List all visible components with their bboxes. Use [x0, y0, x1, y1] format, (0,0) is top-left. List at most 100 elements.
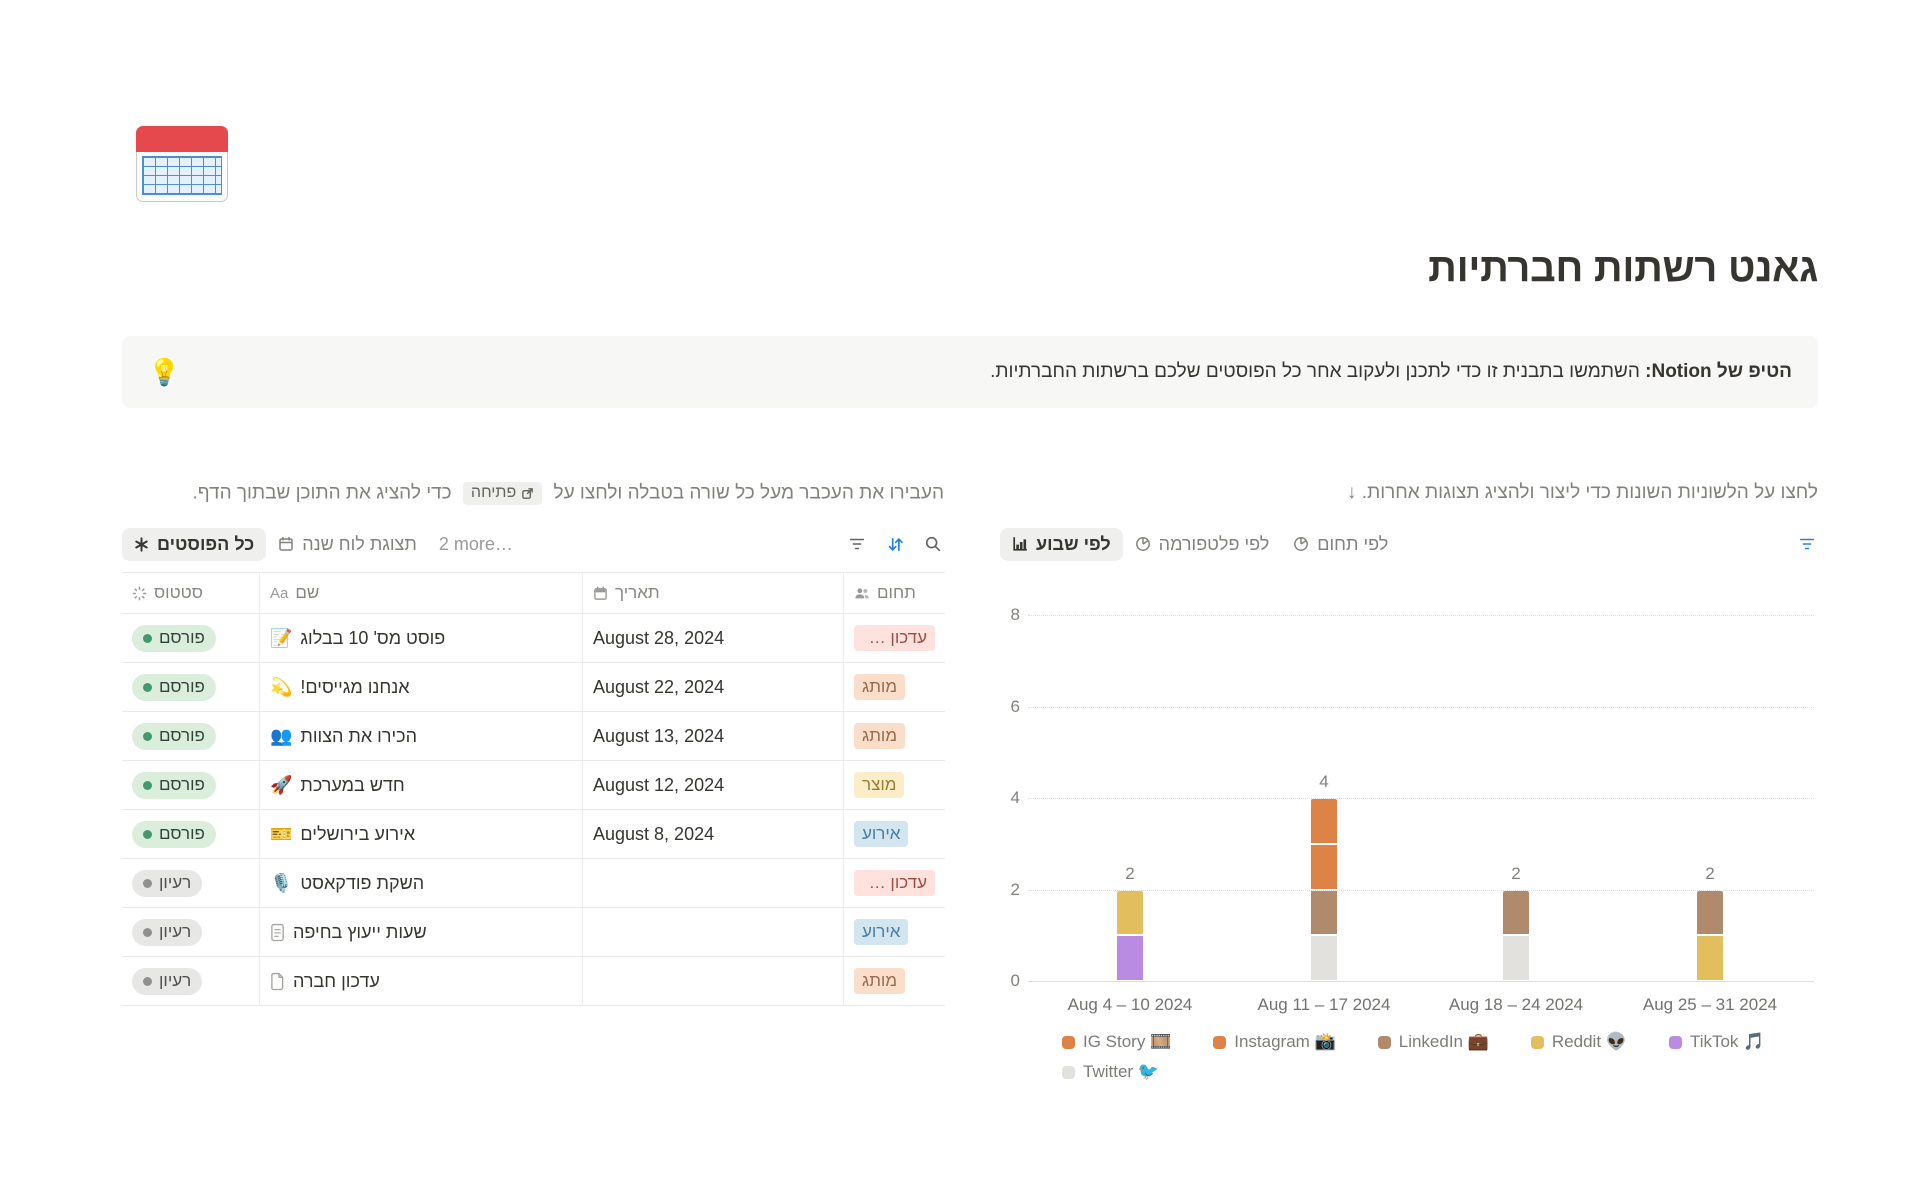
- column-header-name[interactable]: Aa שם: [260, 573, 583, 613]
- post-title: אנחנו מגייסים!: [300, 676, 410, 697]
- x-axis-label: Aug 18 – 24 2024: [1448, 995, 1584, 1014]
- status-cell[interactable]: פורסם: [122, 614, 260, 662]
- category-cell[interactable]: עדכון מערכתי: [844, 859, 945, 907]
- legend-swatch: [1062, 1065, 1075, 1079]
- pie-chart-icon: [1294, 537, 1309, 551]
- legend-item[interactable]: Reddit 👽: [1530, 1032, 1627, 1052]
- bar-segment-linkedin[interactable]: [1697, 890, 1723, 935]
- category-cell[interactable]: אירוע: [844, 810, 945, 858]
- bar-segment-linkedin[interactable]: [1503, 890, 1529, 935]
- filter-icon[interactable]: [846, 533, 868, 555]
- name-cell[interactable]: 📝 פוסט מס' 10 בבלוג: [260, 614, 583, 662]
- sort-icon[interactable]: [884, 533, 906, 555]
- table-row[interactable]: פורסם 🎫 אירוע בירושלים August 8, 2024 אירוע: [122, 810, 945, 859]
- status-dot: [143, 829, 152, 839]
- name-cell[interactable]: 🚀 חדש במערכת: [260, 761, 583, 809]
- date-cell[interactable]: [583, 908, 844, 956]
- table-row[interactable]: פורסם 💫 אנחנו מגייסים! August 22, 2024 מותג: [122, 663, 945, 712]
- column-header-date[interactable]: תאריך: [583, 573, 844, 613]
- tab-all-posts[interactable]: כל הפוסטים: [122, 527, 267, 561]
- microphone-icon: 🎙️: [270, 873, 293, 893]
- column-header-category[interactable]: תחום: [844, 573, 945, 613]
- status-cell[interactable]: רעיון: [122, 957, 260, 1005]
- open-chip-label: פתיחה: [470, 484, 517, 501]
- tab-all-posts-label: כל הפוסטים: [157, 533, 255, 554]
- legend-item[interactable]: LinkedIn 💼: [1377, 1032, 1489, 1052]
- legend-item[interactable]: Instagram 📸: [1213, 1032, 1336, 1052]
- table-row[interactable]: רעיון שעות ייעוץ בחיפה אירוע: [122, 908, 945, 957]
- post-date: August 8, 2024: [593, 823, 715, 844]
- status-cell[interactable]: פורסם: [122, 663, 260, 711]
- status-cell[interactable]: רעיון: [122, 859, 260, 907]
- category-tag: אירוע: [854, 821, 909, 847]
- page-icon-calendar[interactable]: [134, 112, 230, 206]
- status-label: פורסם: [159, 824, 205, 843]
- page-title: גאנט רשתות חברתיות: [1428, 246, 1818, 290]
- post-date: August 13, 2024: [593, 725, 725, 746]
- date-cell[interactable]: [583, 957, 844, 1005]
- category-cell[interactable]: עדכון מערכתי: [844, 614, 945, 662]
- bar-segment-tiktok[interactable]: [1117, 936, 1143, 980]
- column-header-status[interactable]: סטטוס: [122, 573, 260, 613]
- name-cell[interactable]: עדכון חברה: [260, 957, 583, 1005]
- bar-segment-linkedin[interactable]: [1311, 890, 1337, 935]
- open-chip[interactable]: פתיחה: [462, 482, 543, 505]
- date-cell[interactable]: August 12, 2024: [583, 761, 844, 809]
- table-instruction-after: כדי להציג את התוכן שבתוך הדף.: [192, 482, 452, 504]
- category-cell[interactable]: מותג: [844, 712, 945, 760]
- status-cell[interactable]: רעיון: [122, 908, 260, 956]
- post-date: August 12, 2024: [593, 774, 725, 795]
- table-row[interactable]: פורסם 🚀 חדש במערכת August 12, 2024 מוצר: [122, 761, 945, 810]
- bar-total-label: 4: [1319, 772, 1329, 791]
- name-cell[interactable]: 🎙️ השקת פודקאסט: [260, 859, 583, 907]
- status-badge: רעיון: [132, 967, 203, 995]
- status-badge: פורסם: [132, 624, 216, 652]
- bar-segment-ig[interactable]: [1311, 799, 1337, 843]
- table-row[interactable]: פורסם 📝 פוסט מס' 10 בבלוג August 28, 2024 עד…: [122, 614, 945, 663]
- post-title: אירוע בירושלים: [300, 823, 416, 844]
- bar-segment-twitter[interactable]: [1311, 936, 1337, 980]
- status-cell[interactable]: פורסם: [122, 810, 260, 858]
- name-cell[interactable]: 💫 אנחנו מגייסים!: [260, 663, 583, 711]
- tab-calendar-view[interactable]: תצוגת לוח שנה: [266, 528, 429, 561]
- calendar-icon-grid: [142, 156, 222, 195]
- tabs-more-button[interactable]: 2 more…: [438, 533, 513, 554]
- name-cell[interactable]: 👥 הכירו את הצוות: [260, 712, 583, 760]
- status-cell[interactable]: פורסם: [122, 712, 260, 760]
- date-cell[interactable]: August 22, 2024: [583, 663, 844, 711]
- legend-item[interactable]: TikTok 🎵: [1668, 1032, 1764, 1052]
- bar-segment-twitter[interactable]: [1503, 936, 1529, 980]
- status-cell[interactable]: פורסם: [122, 761, 260, 809]
- status-label: פורסם: [159, 628, 205, 647]
- bar-segment-instagram[interactable]: [1311, 844, 1337, 889]
- tab-by-category[interactable]: לפי תחום: [1281, 528, 1400, 561]
- tab-by-platform[interactable]: לפי פלטפורמה: [1123, 528, 1282, 561]
- table-row[interactable]: רעיון 🎙️ השקת פודקאסט עדכון מערכתי: [122, 859, 945, 908]
- ticket-icon: 🎫: [270, 824, 293, 844]
- category-cell[interactable]: מוצר: [844, 761, 945, 809]
- date-cell[interactable]: August 8, 2024: [583, 810, 844, 858]
- gridline-y6: [1028, 706, 1814, 708]
- tab-by-week[interactable]: לפי שבוע: [1000, 527, 1123, 561]
- category-cell[interactable]: מותג: [844, 663, 945, 711]
- bar-segment-reddit[interactable]: [1697, 936, 1723, 980]
- bar-segment-reddit[interactable]: [1117, 890, 1143, 935]
- table-row[interactable]: רעיון עדכון חברה מותג: [122, 957, 945, 1006]
- name-cell[interactable]: שעות ייעוץ בחיפה: [260, 908, 583, 956]
- chart-filter-icon[interactable]: [1796, 533, 1818, 555]
- status-dot: [143, 633, 152, 643]
- category-cell[interactable]: מותג: [844, 957, 945, 1005]
- tip-callout-bold: הטיפ של Notion:: [1645, 361, 1792, 382]
- category-cell[interactable]: אירוע: [844, 908, 945, 956]
- legend-item[interactable]: IG Story 🎞️: [1062, 1032, 1171, 1052]
- date-cell[interactable]: [583, 859, 844, 907]
- post-title: שעות ייעוץ בחיפה: [293, 921, 427, 942]
- legend-item[interactable]: Twitter 🐦: [1062, 1062, 1159, 1082]
- chart-toolbar: [1796, 533, 1818, 555]
- name-cell[interactable]: 🎫 אירוע בירושלים: [260, 810, 583, 858]
- y-axis-tick: 4: [1010, 788, 1020, 807]
- table-row[interactable]: פורסם 👥 הכירו את הצוות August 13, 2024 מותג: [122, 712, 945, 761]
- date-cell[interactable]: August 28, 2024: [583, 614, 844, 662]
- search-icon[interactable]: [922, 533, 944, 555]
- date-cell[interactable]: August 13, 2024: [583, 712, 844, 760]
